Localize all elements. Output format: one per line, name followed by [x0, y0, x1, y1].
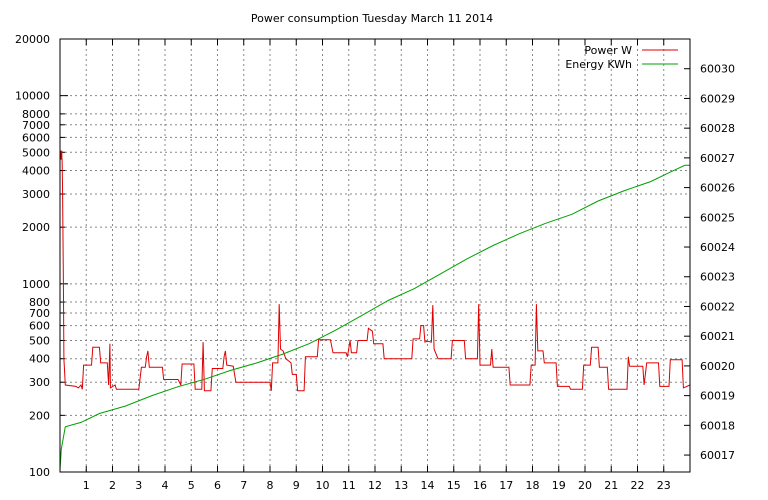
x-axis: 1 2 3 4 5 6 7 8 9 10 11 12 13 14 15 16 17 18 19 20 21 22 23 — [83, 39, 671, 492]
x-tick-label: 15 — [447, 479, 461, 492]
x-tick-label: 6 — [214, 479, 221, 492]
x-tick-label: 10 — [316, 479, 330, 492]
y-tick-label: 8000 — [22, 108, 50, 121]
x-tick-label: 12 — [368, 479, 382, 492]
grid — [60, 39, 690, 472]
x-tick-label: 17 — [499, 479, 513, 492]
x-tick-label: 11 — [342, 479, 356, 492]
x-tick-label: 13 — [394, 479, 408, 492]
y2-tick-label: 60017 — [700, 449, 735, 462]
x-tick-label: 22 — [631, 479, 645, 492]
y2-tick-label: 60023 — [700, 271, 735, 284]
plot-frame — [59, 38, 691, 473]
y2-tick-label: 60029 — [700, 92, 735, 105]
y-tick-label: 100 — [29, 466, 50, 479]
x-tick-label: 1 — [83, 479, 90, 492]
x-tick-label: 21 — [604, 479, 618, 492]
y2-tick-label: 60025 — [700, 211, 735, 224]
x-tick-label: 9 — [293, 479, 300, 492]
x-tick-label: 19 — [552, 479, 566, 492]
y-tick-label: 200 — [29, 409, 50, 422]
x-tick-label: 8 — [267, 479, 274, 492]
y-tick-label: 300 — [29, 376, 50, 389]
y-tick-label: 3000 — [22, 188, 50, 201]
y-tick-label: 400 — [29, 353, 50, 366]
x-tick-label: 3 — [135, 479, 142, 492]
x-tick-label: 4 — [162, 479, 169, 492]
y2-tick-label: 60028 — [700, 122, 735, 135]
y2-tick-label: 60030 — [700, 63, 735, 76]
y2-tick-label: 60020 — [700, 360, 735, 373]
y-tick-label: 20000 — [15, 33, 50, 46]
y-tick-label: 7000 — [22, 119, 50, 132]
y-axis-right: 60017 60018 60019 60020 60021 60022 60023 60024… — [684, 63, 735, 462]
x-tick-label: 23 — [657, 479, 671, 492]
y-tick-label: 700 — [29, 307, 50, 320]
y-tick-label: 1000 — [22, 278, 50, 291]
y-tick-label: 6000 — [22, 131, 50, 144]
y2-tick-label: 60027 — [700, 152, 735, 165]
x-tick-label: 14 — [421, 479, 435, 492]
x-tick-label: 18 — [526, 479, 540, 492]
y2-tick-label: 60021 — [700, 330, 735, 343]
legend-label: Power W — [584, 44, 632, 57]
y-tick-label: 2000 — [22, 221, 50, 234]
y2-tick-label: 60024 — [700, 241, 735, 254]
series-layer — [59, 150, 691, 470]
y2-tick-label: 60026 — [700, 182, 735, 195]
x-tick-label: 5 — [188, 479, 195, 492]
y-tick-label: 800 — [29, 296, 50, 309]
y-tick-label: 600 — [29, 320, 50, 333]
x-tick-label: 2 — [109, 479, 116, 492]
y-tick-label: 10000 — [15, 90, 50, 103]
y2-tick-label: 60022 — [700, 300, 735, 313]
chart-title: Power consumption Tuesday March 11 2014 — [251, 12, 493, 25]
legend-label: Energy KWh — [565, 58, 632, 71]
y-tick-label: 5000 — [22, 146, 50, 159]
y2-tick-label: 60018 — [700, 419, 735, 432]
y-tick-label: 500 — [29, 334, 50, 347]
x-tick-label: 16 — [473, 479, 487, 492]
series-line-power-w — [60, 158, 691, 392]
x-tick-label: 7 — [240, 479, 247, 492]
x-tick-label: 20 — [578, 479, 592, 492]
series-line-energy-kwh — [59, 164, 690, 470]
y-tick-label: 4000 — [22, 165, 50, 178]
y2-tick-label: 60019 — [700, 390, 735, 403]
power-peak-block — [60, 150, 63, 160]
